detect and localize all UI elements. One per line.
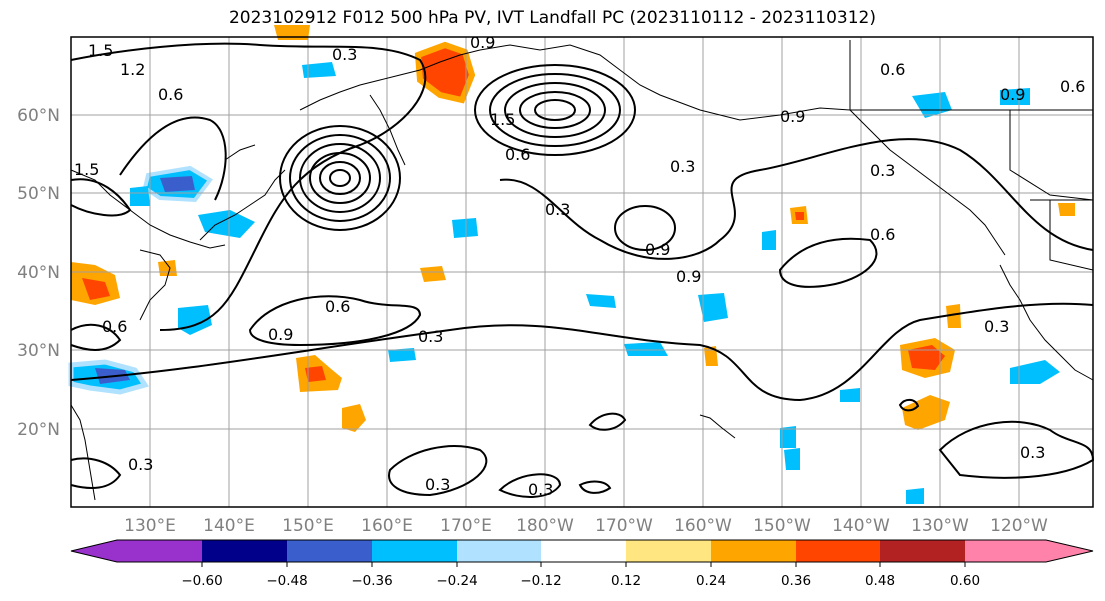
- colorbar-tick-label: −0.36: [351, 573, 392, 589]
- contour-label: 0.6: [505, 145, 530, 164]
- contour-label: 1.5: [88, 41, 113, 60]
- colorbar-tick-label: −0.60: [181, 573, 222, 589]
- colorbar-segment: [796, 540, 880, 562]
- contour-label: 0.3: [528, 480, 553, 499]
- colorbar-segment: [541, 540, 626, 562]
- lon-labels: 130°E 140°E 150°E 160°E 170°E 180°W 170°…: [124, 516, 1048, 536]
- contour-label: 0.6: [158, 85, 183, 104]
- contour-label: 0.3: [128, 455, 153, 474]
- lon-label: 180°W: [516, 516, 574, 536]
- contour-label: 0.3: [332, 45, 357, 64]
- colorbar-tick-label: −0.48: [266, 573, 307, 589]
- contour-label: 0.6: [325, 297, 350, 316]
- colorbar-segment: [372, 540, 457, 562]
- colorbar-segment: [965, 540, 1046, 562]
- lat-label: 20°N: [17, 420, 60, 440]
- lat-label: 40°N: [17, 263, 60, 283]
- lon-label: 130°W: [911, 516, 969, 536]
- contour-label: 0.9: [268, 325, 293, 344]
- colorbar-segment: [202, 540, 287, 562]
- lon-label: 130°E: [124, 516, 176, 536]
- contour-label: 1.2: [120, 60, 145, 79]
- colorbar-segment: [117, 540, 202, 562]
- contour-label: 0.3: [425, 475, 450, 494]
- lon-label: 160°W: [674, 516, 732, 536]
- contour-label: 0.3: [670, 157, 695, 176]
- contour-label: 0.9: [1000, 85, 1025, 104]
- colorbar: −0.60 −0.48 −0.36 −0.24 −0.12 0.12 0.24 …: [70, 539, 1094, 589]
- contour-label: 0.6: [870, 225, 895, 244]
- lat-lon-grid: [71, 37, 1093, 507]
- contour-label: 0.9: [645, 240, 670, 259]
- contour-label: 0.9: [780, 107, 805, 126]
- contour-label: 0.6: [1060, 77, 1085, 96]
- lat-labels: 60°N 50°N 40°N 30°N 20°N: [17, 106, 60, 440]
- colorbar-segment: [880, 540, 965, 562]
- colorbar-tick-label: 0.12: [611, 573, 641, 589]
- coastlines: [70, 40, 1094, 501]
- contour-label: 0.3: [870, 161, 895, 180]
- contour-label: 0.9: [676, 267, 701, 286]
- colorbar-tick-label: 0.48: [865, 573, 895, 589]
- pv-contours: [70, 42, 1095, 498]
- contour-labels: 1.5 1.2 0.6 1.5 0.3 0.9 1.5 0.6 0.3 0.6 …: [74, 33, 1085, 499]
- lat-label: 60°N: [17, 106, 60, 126]
- lon-label: 150°W: [753, 516, 811, 536]
- lat-label: 50°N: [17, 184, 60, 204]
- colorbar-extend-high: [1046, 540, 1093, 562]
- lon-label: 150°E: [282, 516, 334, 536]
- contour-label: 0.3: [1020, 443, 1045, 462]
- contour-label: 1.5: [490, 110, 515, 129]
- lon-label: 160°E: [361, 516, 413, 536]
- contour-label: 0.6: [102, 317, 127, 336]
- contour-label: 0.3: [984, 317, 1009, 336]
- lon-label: 170°E: [440, 516, 492, 536]
- map-title: 2023102912 F012 500 hPa PV, IVT Landfall…: [228, 8, 876, 28]
- map-panel: 1.5 1.2 0.6 1.5 0.3 0.9 1.5 0.6 0.3 0.6 …: [68, 25, 1095, 508]
- colorbar-tick-label: 0.36: [781, 573, 811, 589]
- colorbar-segment: [457, 540, 541, 562]
- contour-label: 0.9: [470, 33, 495, 52]
- lon-label: 120°W: [990, 516, 1048, 536]
- colorbar-segment: [711, 540, 796, 562]
- lon-label: 170°W: [595, 516, 653, 536]
- lon-label: 140°E: [203, 516, 255, 536]
- colorbar-tick-label: 0.24: [696, 573, 726, 589]
- lat-label: 30°N: [17, 341, 60, 361]
- colorbar-segment: [287, 540, 372, 562]
- colorbar-tick-label: −0.12: [520, 573, 561, 589]
- contour-label: 0.6: [880, 60, 905, 79]
- colorbar-tick-label: −0.24: [436, 573, 477, 589]
- contour-label: 0.3: [418, 327, 443, 346]
- colorbar-segment: [626, 540, 711, 562]
- colorbar-tick-label: 0.60: [950, 573, 980, 589]
- lon-label: 140°W: [832, 516, 890, 536]
- contour-label: 0.3: [545, 200, 570, 219]
- colorbar-extend-low: [71, 540, 117, 562]
- contour-label: 1.5: [74, 160, 99, 179]
